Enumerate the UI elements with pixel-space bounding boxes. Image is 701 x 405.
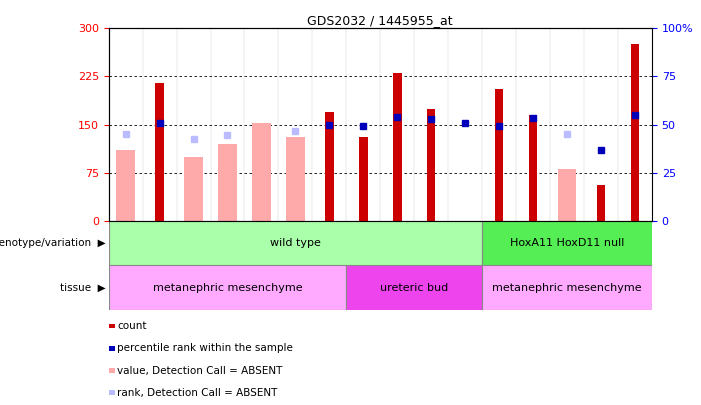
Text: metanephric mesenchyme: metanephric mesenchyme bbox=[492, 283, 642, 292]
Text: value, Detection Call = ABSENT: value, Detection Call = ABSENT bbox=[117, 366, 283, 375]
Text: rank, Detection Call = ABSENT: rank, Detection Call = ABSENT bbox=[117, 388, 278, 398]
Bar bbox=[286, 137, 305, 221]
Bar bbox=[116, 150, 135, 221]
Text: metanephric mesenchyme: metanephric mesenchyme bbox=[153, 283, 302, 292]
Text: HoxA11 HoxD11 null: HoxA11 HoxD11 null bbox=[510, 238, 624, 248]
Text: tissue  ▶: tissue ▶ bbox=[60, 283, 105, 292]
Bar bbox=[427, 109, 435, 221]
Text: count: count bbox=[117, 321, 147, 331]
Text: wild type: wild type bbox=[270, 238, 321, 248]
Bar bbox=[495, 89, 503, 221]
Bar bbox=[252, 123, 271, 221]
Bar bbox=[156, 83, 164, 221]
Bar bbox=[393, 73, 402, 221]
Bar bbox=[359, 137, 367, 221]
Bar bbox=[529, 115, 538, 221]
Bar bbox=[482, 265, 652, 310]
Bar bbox=[346, 265, 482, 310]
Title: GDS2032 / 1445955_at: GDS2032 / 1445955_at bbox=[308, 14, 453, 27]
Text: genotype/variation  ▶: genotype/variation ▶ bbox=[0, 238, 105, 248]
Bar bbox=[631, 45, 639, 221]
Text: percentile rank within the sample: percentile rank within the sample bbox=[117, 343, 293, 353]
Bar bbox=[325, 112, 334, 221]
Bar bbox=[109, 265, 346, 310]
Text: ureteric bud: ureteric bud bbox=[380, 283, 449, 292]
Bar bbox=[218, 144, 237, 221]
Bar bbox=[558, 169, 576, 221]
Bar bbox=[482, 221, 652, 265]
Bar bbox=[597, 185, 605, 221]
Bar bbox=[109, 221, 482, 265]
Bar bbox=[184, 157, 203, 221]
